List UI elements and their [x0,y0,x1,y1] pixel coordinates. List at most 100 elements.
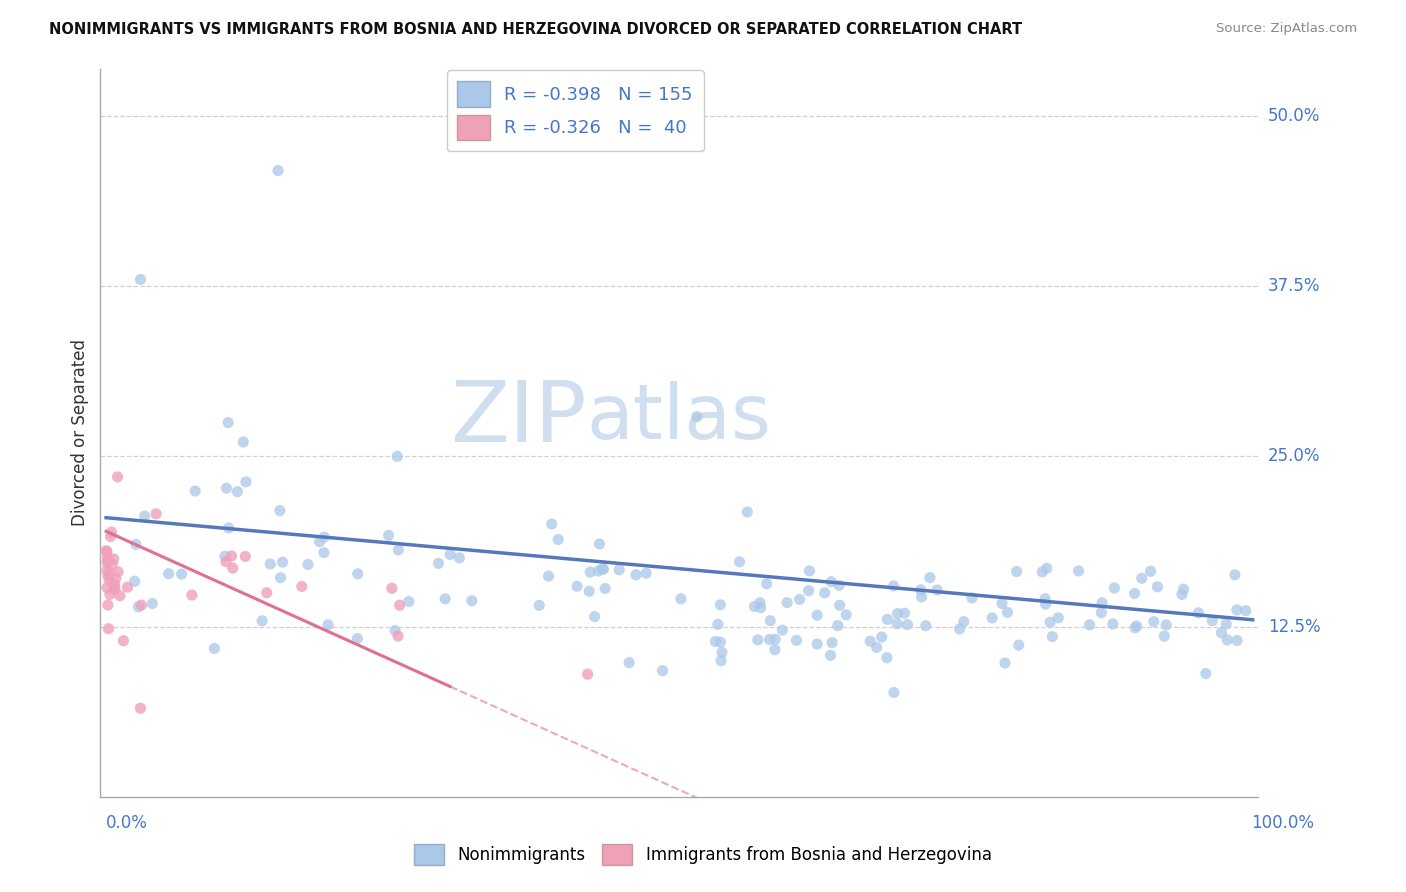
Point [108,589,131,603]
Point [184,483,207,498]
Point [1226,603,1249,617]
Point [755,577,778,591]
Point [96,544,118,558]
Point [346,566,368,581]
Point [256,586,278,600]
Point [221,549,243,563]
Point [859,634,882,648]
Point [763,642,786,657]
Point [217,416,239,430]
Text: 37.5%: 37.5% [1268,277,1320,295]
Point [1153,629,1175,643]
Point [583,609,606,624]
Point [997,606,1019,620]
Point [1033,591,1056,606]
Text: 50.0%: 50.0% [1268,107,1320,125]
Point [107,565,129,579]
Point [886,616,908,631]
Point [232,435,254,450]
Point [576,667,599,681]
Point [1031,565,1053,579]
Point [1036,561,1059,575]
Point [806,608,828,623]
Text: Source: ZipAtlas.com: Source: ZipAtlas.com [1216,22,1357,36]
Point [709,598,731,612]
Point [709,635,731,649]
Point [141,597,163,611]
Point [124,574,146,589]
Point [981,611,1004,625]
Point [1143,615,1166,629]
Point [98,566,121,580]
Point [250,614,273,628]
Point [896,617,918,632]
Text: 12.5%: 12.5% [1268,617,1320,636]
Point [540,517,562,532]
Point [1005,565,1028,579]
Point [821,636,844,650]
Point [876,650,898,665]
Point [1211,625,1233,640]
Point [617,656,640,670]
Point [104,577,127,591]
Point [1101,616,1123,631]
Point [994,656,1017,670]
Point [1173,582,1195,596]
Point [876,612,898,626]
Point [651,664,673,678]
Point [215,481,238,495]
Point [1146,580,1168,594]
Point [744,599,766,614]
Point [527,599,550,613]
Point [98,573,121,587]
Point [233,549,256,564]
Point [221,561,243,575]
Point [235,475,257,489]
Point [991,597,1014,611]
Text: NONIMMIGRANTS VS IMMIGRANTS FROM BOSNIA AND HERZEGOVINA DIVORCED OR SEPARATED CO: NONIMMIGRANTS VS IMMIGRANTS FROM BOSNIA … [49,22,1022,37]
Point [828,599,851,613]
Point [145,507,167,521]
Point [835,607,858,622]
Point [1090,606,1112,620]
Point [98,587,121,601]
Point [388,599,411,613]
Point [215,555,238,569]
Point [107,470,129,484]
Point [1226,633,1249,648]
Point [103,552,125,566]
Point [398,594,420,608]
Point [707,617,730,632]
Point [96,550,118,565]
Point [828,578,851,592]
Point [134,509,156,524]
Point [439,548,461,562]
Point [1078,617,1101,632]
Point [346,632,368,646]
Point [297,558,319,572]
Point [384,624,406,638]
Point [1171,587,1194,601]
Point [870,630,893,644]
Point [686,409,709,424]
Point [537,569,560,583]
Point [104,582,127,597]
Point [565,579,588,593]
Point [624,567,647,582]
Point [226,484,249,499]
Legend: Nonimmigrants, Immigrants from Bosnia and Herzegovina: Nonimmigrants, Immigrants from Bosnia an… [406,836,1000,873]
Point [749,596,772,610]
Point [267,163,290,178]
Point [461,594,484,608]
Point [269,503,291,517]
Point [749,600,772,615]
Point [214,549,236,564]
Point [758,632,780,647]
Point [704,634,727,648]
Point [820,574,842,589]
Point [607,563,630,577]
Point [737,505,759,519]
Point [125,537,148,551]
Point [1039,615,1062,630]
Point [387,629,409,643]
